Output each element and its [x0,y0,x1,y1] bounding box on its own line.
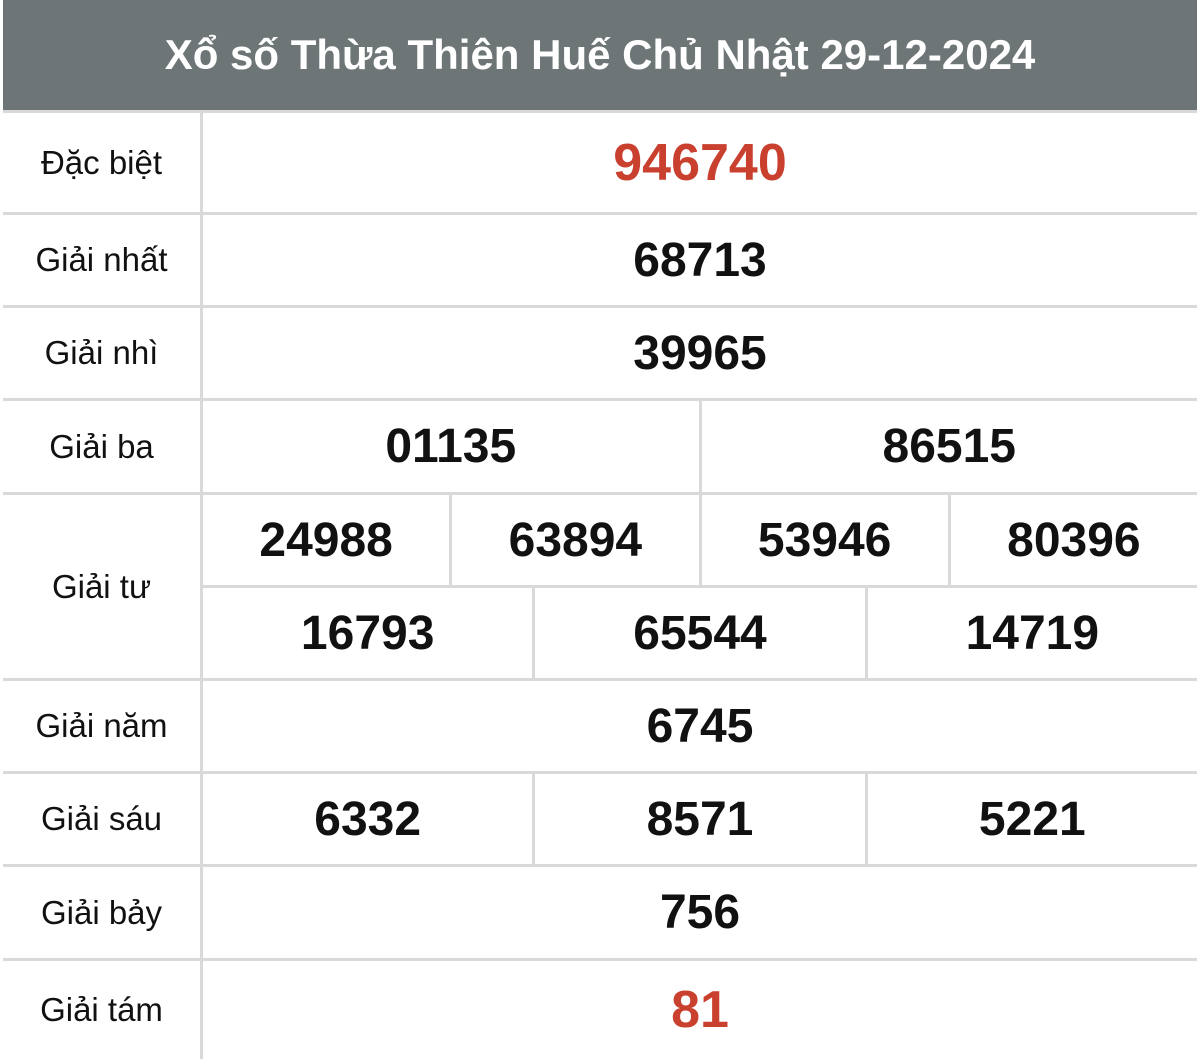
prize-values: 6332 8571 5221 [203,774,1197,864]
results-table: Xổ số Thừa Thiên Huế Chủ Nhật 29-12-2024… [3,0,1197,1059]
prize-values: 01135 86515 [203,401,1197,492]
prize-row-giai-nhat: Giải nhất 68713 [3,215,1197,305]
prize-row-giai-nhi: Giải nhì 39965 [3,308,1197,398]
prize-values: 39965 [203,308,1197,398]
prize-number: 80396 [950,495,1197,585]
prize-label: Giải sáu [3,774,200,864]
prize-subrow: 68713 [203,215,1197,305]
prize-number: 68713 [203,215,1197,305]
prize-values: 24988 63894 53946 80396 16793 65544 14719 [203,495,1197,678]
prize-subrow: 81 [203,961,1197,1059]
prize-number: 65544 [535,588,865,678]
prize-number: 16793 [203,588,533,678]
prize-subrow: 39965 [203,308,1197,398]
prize-values: 81 [203,961,1197,1059]
prize-number: 39965 [203,308,1197,398]
prize-number: 946740 [203,113,1197,212]
prize-values: 68713 [203,215,1197,305]
prize-row-giai-nam: Giải năm 6745 [3,681,1197,771]
prize-number: 6332 [203,774,533,864]
prize-subrow: 6332 8571 5221 [203,774,1197,864]
prize-label: Giải tư [3,495,200,678]
prize-subrow: 01135 86515 [203,401,1197,492]
prize-label: Giải nhất [3,215,200,305]
prize-label: Giải bảy [3,867,200,958]
prize-subrow: 24988 63894 53946 80396 [203,495,1197,585]
prize-label: Đặc biệt [3,113,200,212]
prize-number: 53946 [701,495,948,585]
prize-number: 14719 [867,588,1197,678]
prize-row-dac-biet: Đặc biệt 946740 [3,113,1197,212]
prize-label: Giải nhì [3,308,200,398]
prize-row-giai-sau: Giải sáu 6332 8571 5221 [3,774,1197,864]
prize-values: 756 [203,867,1197,958]
table-title: Xổ số Thừa Thiên Huế Chủ Nhật 29-12-2024 [3,0,1197,110]
prize-number: 5221 [867,774,1197,864]
prize-number: 6745 [203,681,1197,771]
prize-number: 86515 [701,401,1197,492]
prize-label: Giải ba [3,401,200,492]
prize-number: 8571 [535,774,865,864]
prize-number: 24988 [203,495,450,585]
prize-row-giai-tu: Giải tư 24988 63894 53946 80396 16793 65544 147… [3,495,1197,678]
prize-label: Giải tám [3,961,200,1059]
prize-number: 63894 [452,495,699,585]
prize-subrow: 946740 [203,113,1197,212]
prize-label: Giải năm [3,681,200,771]
prize-values: 946740 [203,113,1197,212]
prize-row-giai-ba: Giải ba 01135 86515 [3,401,1197,492]
prize-number: 01135 [203,401,699,492]
prize-row-giai-tam: Giải tám 81 [3,961,1197,1059]
prize-row-giai-bay: Giải bảy 756 [3,867,1197,958]
prize-number: 756 [203,867,1197,958]
prize-subrow: 6745 [203,681,1197,771]
prize-values: 6745 [203,681,1197,771]
prize-subrow: 756 [203,867,1197,958]
prize-number: 81 [203,961,1197,1059]
prize-subrow: 16793 65544 14719 [203,588,1197,678]
